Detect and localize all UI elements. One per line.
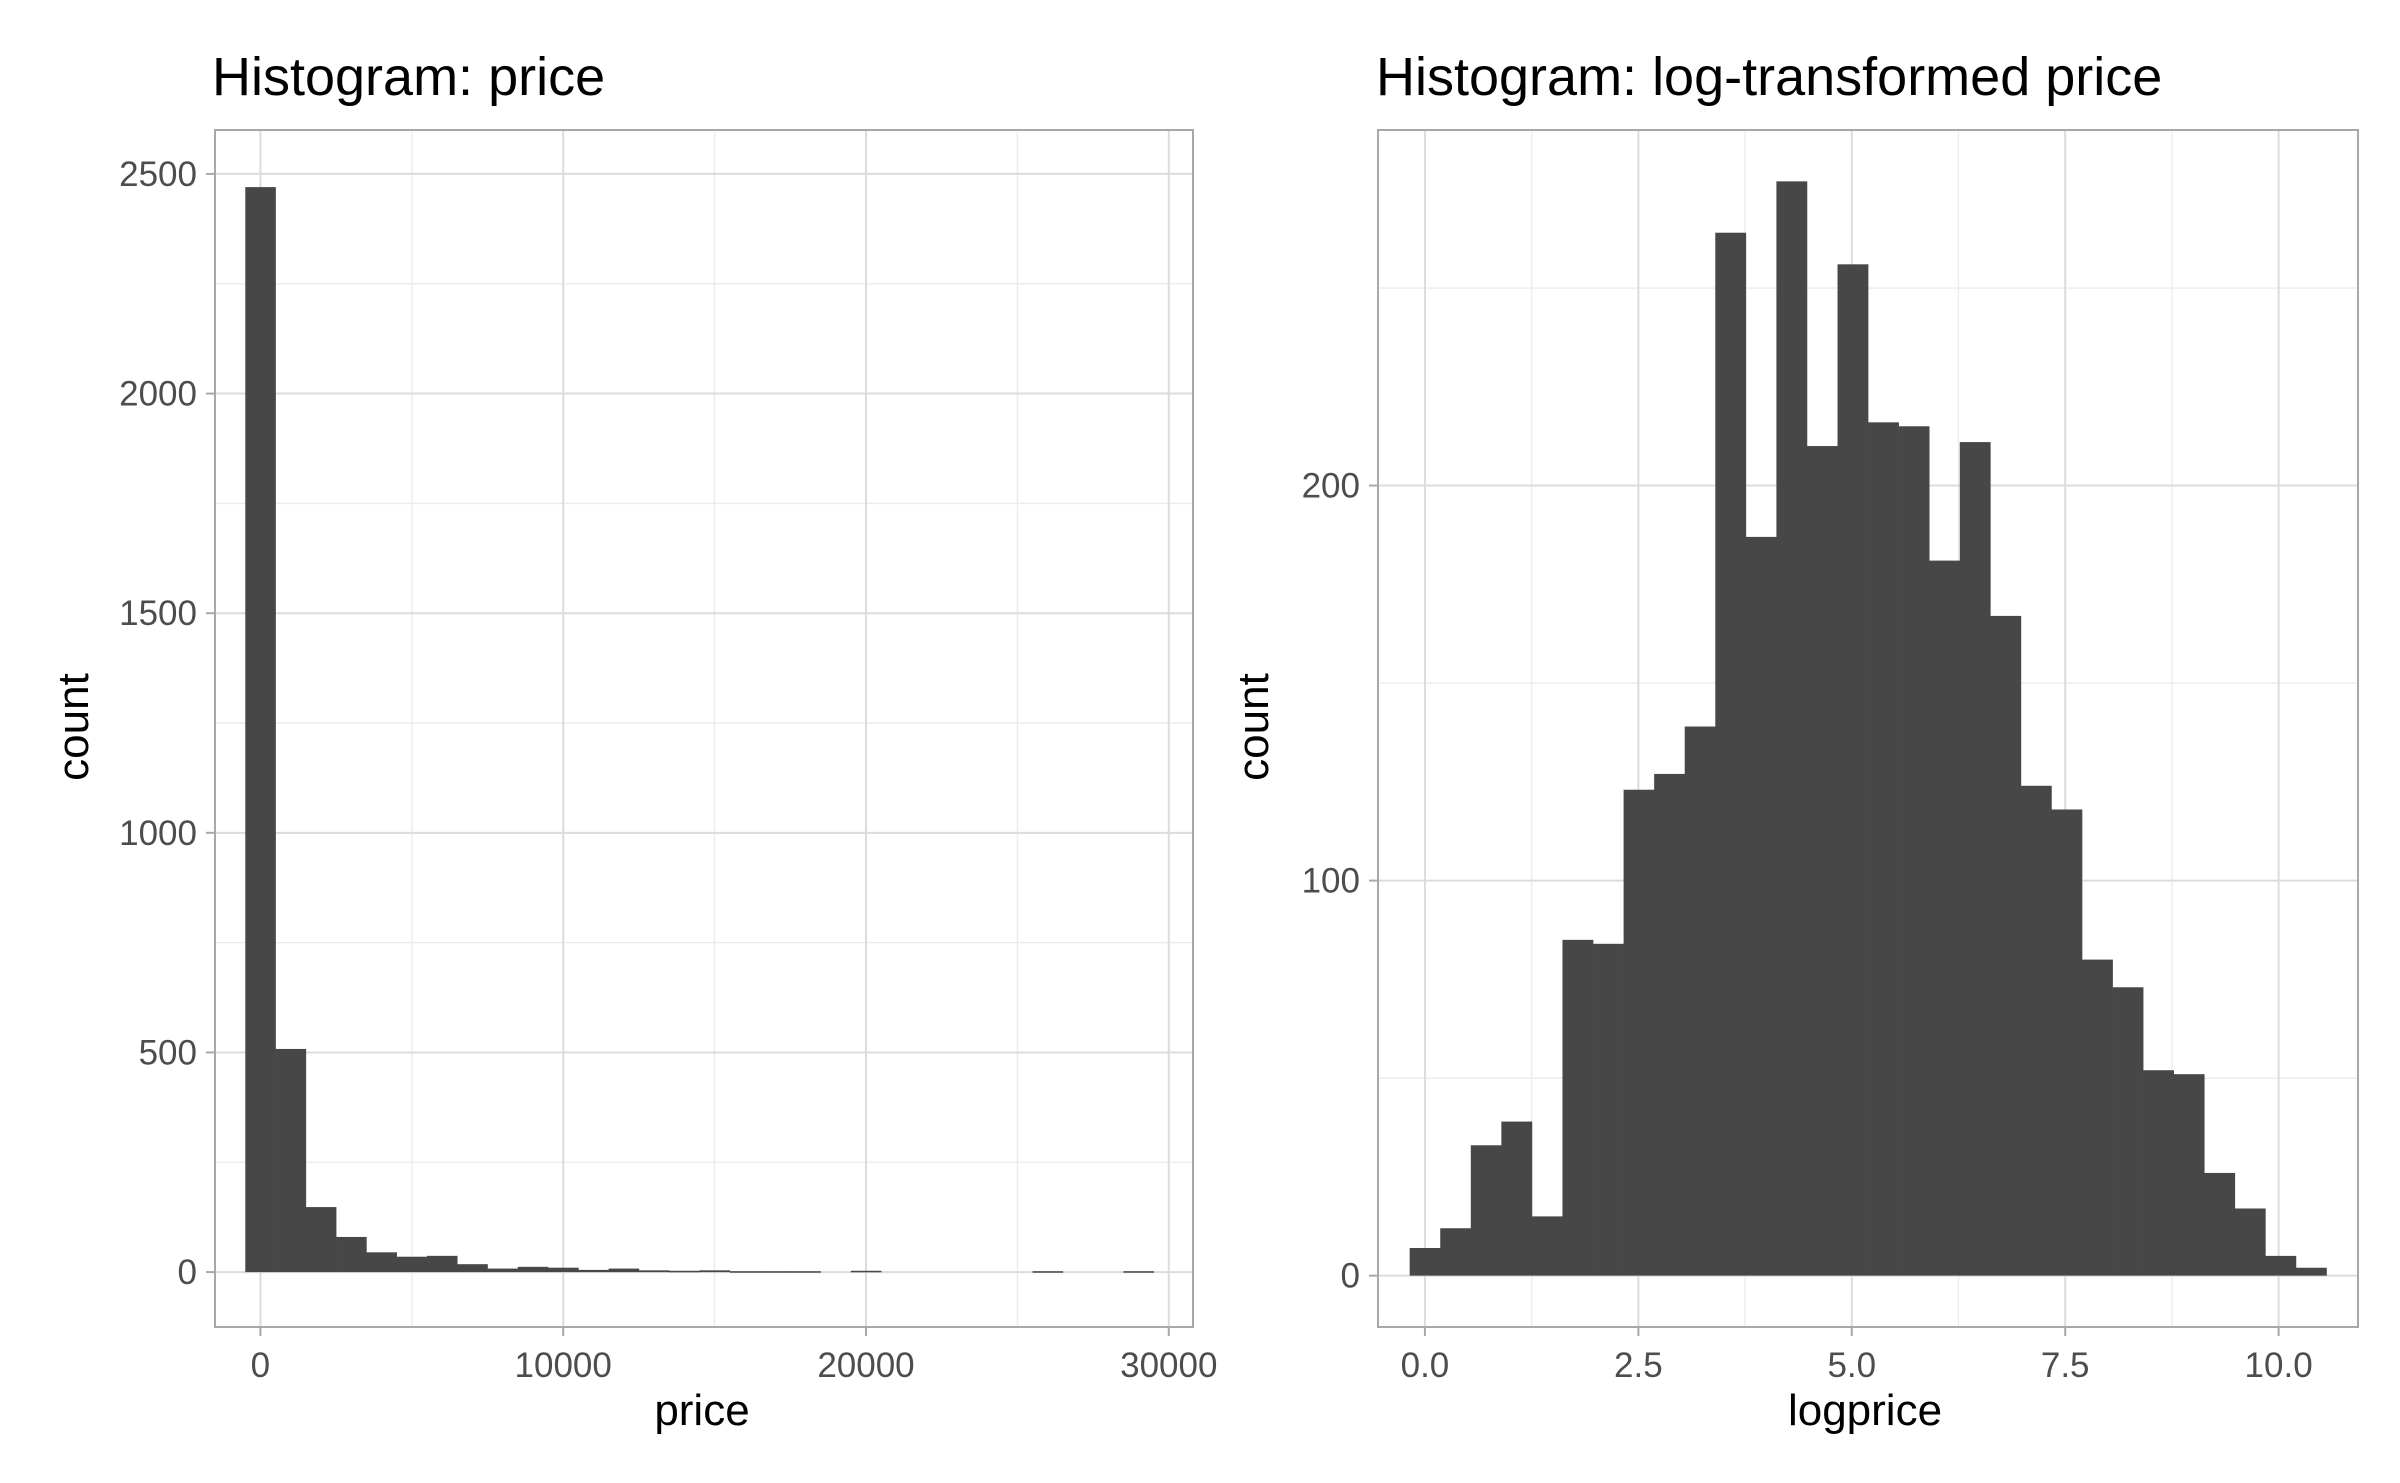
histogram-bar [426, 1255, 458, 1273]
histogram-bar [1684, 726, 1716, 1276]
x-axis-ticks: 0.0 2.5 5.0 7.5 10.0 [1401, 1327, 2313, 1385]
histogram-bar [1806, 446, 1838, 1276]
histogram-bar [1868, 422, 1899, 1276]
histogram-bar [2295, 1267, 2327, 1276]
y-tick-label: 100 [1302, 862, 1360, 901]
y-tick-label: 1500 [119, 594, 197, 633]
plot-frame [1377, 129, 2359, 1328]
histogram-bar [1440, 1228, 1472, 1276]
histogram-bar [578, 1269, 609, 1273]
histogram-bar [1501, 1121, 1533, 1276]
y-tick-label: 1000 [119, 814, 197, 853]
x-tick-label: 20000 [817, 1346, 914, 1385]
histogram-bar [1123, 1271, 1154, 1273]
histogram-bar [2204, 1172, 2236, 1276]
x-axis-ticks: 0 10000 20000 30000 [251, 1327, 1217, 1385]
histogram-bar [1776, 181, 1808, 1276]
y-tick-label: 500 [139, 1033, 197, 1072]
histogram-bar [1959, 442, 1991, 1276]
histogram-bar [2234, 1208, 2266, 1276]
histogram-bar [1715, 232, 1747, 1276]
y-axis-ticks: 0 100 200 [1302, 467, 1378, 1296]
histogram-bar [2265, 1255, 2297, 1276]
histogram-bar [2143, 1070, 2174, 1276]
histogram-bar [366, 1252, 397, 1273]
histogram-bar [850, 1270, 882, 1273]
x-tick-label: 30000 [1120, 1346, 1217, 1385]
histogram-bar [699, 1270, 731, 1273]
x-tick-label: 0.0 [1401, 1346, 1450, 1385]
chart-title: Histogram: log-transformed price [1376, 47, 2162, 107]
histogram-bar [1654, 773, 1686, 1276]
x-axis-label: price [654, 1386, 749, 1435]
y-axis-ticks: 0 500 1000 1500 2000 2500 [119, 155, 215, 1292]
histogram-bar [1562, 939, 1594, 1276]
histogram-bar [1593, 943, 1624, 1276]
plot-frame [214, 129, 1194, 1328]
y-axis-label: count [1229, 673, 1278, 781]
histogram-bar [305, 1207, 337, 1273]
histogram-bar [1531, 1216, 1563, 1276]
x-tick-label: 0 [251, 1346, 270, 1385]
histogram-bar [548, 1267, 579, 1273]
histogram-bar [245, 187, 276, 1273]
histogram-bar [2173, 1074, 2205, 1276]
histogram-bar [1409, 1247, 1441, 1276]
histogram-bar [2051, 809, 2083, 1276]
histogram-bar [1929, 560, 1961, 1276]
histogram-bar [396, 1256, 428, 1273]
logprice-histogram-panel: Histogram: log-transformed price 0 100 200… [1229, 47, 2359, 1435]
histogram-bar [2082, 959, 2113, 1276]
histogram-bar [608, 1268, 640, 1273]
gridlines [215, 130, 1193, 1327]
x-tick-label: 5.0 [1827, 1346, 1876, 1385]
histogram-bar [1745, 536, 1777, 1276]
histogram-bar [790, 1271, 821, 1273]
bars [245, 187, 1154, 1273]
histogram-bar [669, 1270, 700, 1273]
x-axis-label: logprice [1788, 1386, 1942, 1435]
histogram-bar [275, 1048, 307, 1273]
x-tick-label: 7.5 [2041, 1346, 2090, 1385]
y-tick-label: 0 [1341, 1257, 1360, 1296]
histogram-bar [517, 1266, 549, 1273]
histogram-bar [457, 1264, 488, 1273]
histogram-bar [2020, 785, 2052, 1276]
chart-title: Histogram: price [212, 47, 605, 107]
histogram-bar [1990, 615, 2022, 1276]
x-tick-label: 10.0 [2245, 1346, 2313, 1385]
histogram-bar [1470, 1145, 1502, 1276]
histogram-bar [1898, 426, 1930, 1276]
histogram-bar [336, 1236, 367, 1273]
y-tick-label: 2000 [119, 375, 197, 414]
histogram-bar [1032, 1271, 1064, 1273]
histogram-bar [487, 1268, 519, 1273]
histogram-bar [729, 1271, 761, 1273]
histogram-bar [1623, 789, 1655, 1276]
y-tick-label: 0 [178, 1253, 197, 1292]
histogram-bar [638, 1270, 670, 1273]
bars [1409, 181, 2327, 1276]
x-tick-label: 10000 [515, 1346, 612, 1385]
price-histogram-panel: Histogram: price 0 500 1000 1500 2000 2500 0 1… [49, 47, 1217, 1435]
histogram-bar [760, 1271, 791, 1273]
histogram-bar [1837, 264, 1869, 1276]
histogram-bar [2112, 987, 2144, 1276]
y-tick-label: 200 [1302, 467, 1360, 506]
y-axis-label: count [49, 673, 98, 781]
y-tick-label: 2500 [119, 155, 197, 194]
x-tick-label: 2.5 [1614, 1346, 1663, 1385]
